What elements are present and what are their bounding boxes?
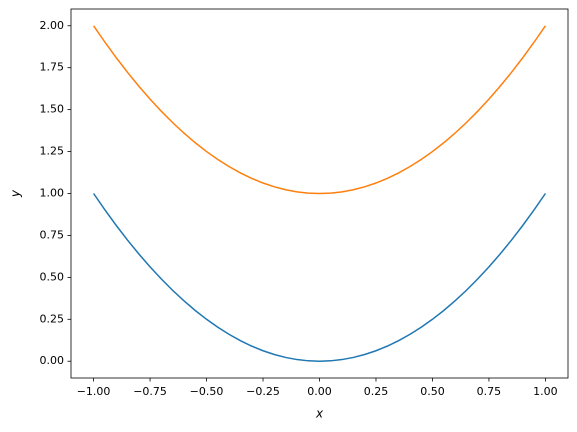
x-tick-label: −0.25 [246,385,280,398]
x-tick-label: 1.00 [533,385,558,398]
x-tick-label: 0.50 [420,385,445,398]
y-tick-label: 0.00 [40,354,65,367]
line-series [92,25,547,195]
x-tick-label: −0.75 [133,385,167,398]
x-tick-label: −1.00 [77,385,111,398]
x-tick-label: 0.25 [364,385,389,398]
y-tick-label: 1.25 [40,145,65,158]
y-tick-label: 1.00 [40,187,65,200]
x-axis-label: x [315,407,324,421]
y-axis-label: y [9,189,23,198]
line-series [92,193,547,362]
x-tick-label: 0.75 [477,385,502,398]
y-tick-label: 2.00 [40,19,65,32]
y-tick-label: 0.50 [40,270,65,283]
y-tick-label: 0.75 [40,228,65,241]
x-tick-label: −0.50 [190,385,224,398]
y-tick-label: 1.75 [40,61,65,74]
y-tick-label: 0.25 [40,312,65,325]
y-tick-label: 1.50 [40,103,65,116]
x-tick-label: 0.00 [307,385,332,398]
